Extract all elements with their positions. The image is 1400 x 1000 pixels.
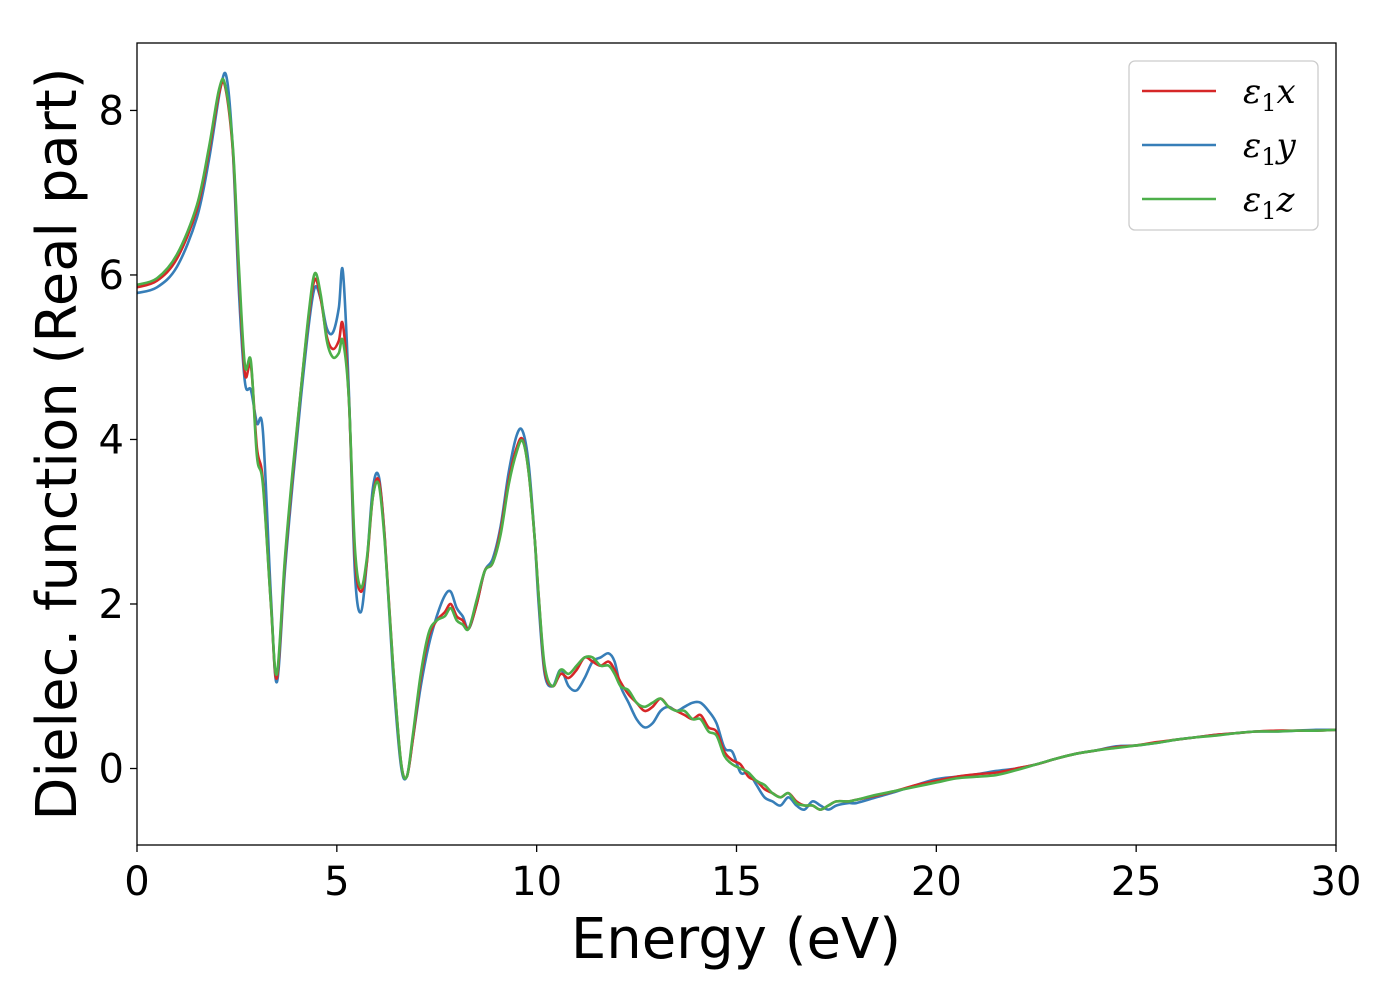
- series-line-z: [136, 77, 1337, 811]
- x-axis-label: Energy (eV): [571, 907, 901, 972]
- y-tick-label: 6: [99, 253, 124, 299]
- legend-frame: [1128, 60, 1319, 231]
- x-tick-label: 15: [711, 859, 762, 905]
- legend-label-z: ε1z: [1243, 180, 1296, 225]
- x-axis: 0 5 10 15 20 25 30: [124, 845, 1361, 905]
- legend-label-y: ε1y: [1243, 126, 1297, 171]
- x-tick-label: 20: [911, 859, 962, 905]
- x-tick-label: 0: [124, 859, 149, 905]
- x-tick-label: 25: [1111, 859, 1162, 905]
- x-tick-label: 5: [324, 859, 349, 905]
- legend: ε1x ε1y ε1z: [1128, 60, 1319, 231]
- y-tick-label: 2: [99, 582, 124, 628]
- y-tick-label: 0: [99, 747, 124, 793]
- series-layer: [136, 71, 1337, 812]
- y-axis: 0 2 4 6 8: [99, 88, 137, 793]
- y-tick-label: 4: [99, 417, 124, 463]
- y-axis-label: Dielec. function (Real part): [25, 67, 90, 820]
- x-tick-label: 10: [511, 859, 562, 905]
- x-tick-label: 30: [1311, 859, 1362, 905]
- y-tick-label: 8: [99, 88, 124, 134]
- legend-label-x: ε1x: [1243, 72, 1296, 117]
